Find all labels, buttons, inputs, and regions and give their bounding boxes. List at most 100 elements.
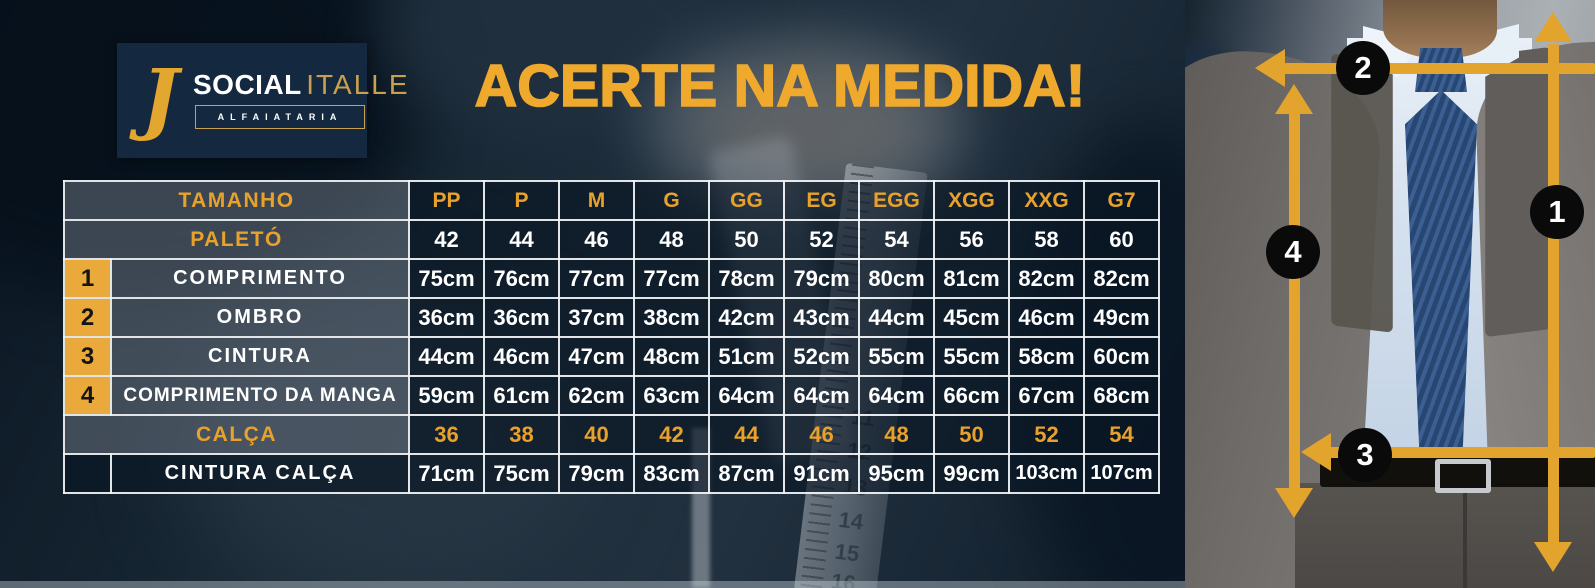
measure-cell: 99cm [933, 453, 1011, 494]
size-col-header: XXG [1008, 180, 1086, 221]
brand-logo: J SOCIAL ITALLE ALFAIATARIA [117, 43, 408, 158]
measure-cell: 79cm [558, 453, 636, 494]
sleeve-arrow-line [1289, 112, 1300, 490]
size-col-header: M [558, 180, 636, 221]
size-col-header: EGG [858, 180, 936, 221]
arrow-left-icon [1255, 49, 1285, 87]
brand-name: SOCIAL ITALLE [193, 69, 410, 101]
measure-cell: 61cm [483, 375, 561, 416]
size-cell: 40 [558, 414, 636, 455]
model-belt-buckle [1435, 459, 1491, 493]
row-label: COMPRIMENTO [109, 258, 411, 299]
size-cell: 46 [558, 219, 636, 260]
measure-cell: 59cm [408, 375, 486, 416]
measurement-marker-1: 1 [1530, 185, 1584, 239]
size-cell: 46 [783, 414, 861, 455]
measure-cell: 51cm [708, 336, 786, 377]
logo-monogram-icon: J [141, 53, 179, 144]
column-header-tamanho: TAMANHO [62, 180, 411, 221]
measure-cell: 77cm [633, 258, 711, 299]
size-cell: 54 [858, 219, 936, 260]
measure-cell: 37cm [558, 297, 636, 338]
measure-cell: 43cm [783, 297, 861, 338]
measure-cell: 63cm [633, 375, 711, 416]
bottom-highlight-strip [0, 581, 1268, 588]
measurement-marker-3: 3 [1338, 428, 1392, 482]
measure-cell: 64cm [783, 375, 861, 416]
measurement-marker-4: 4 [1266, 225, 1320, 279]
measure-cell: 75cm [408, 258, 486, 299]
measure-cell: 55cm [858, 336, 936, 377]
measure-cell: 44cm [858, 297, 936, 338]
measure-cell: 107cm [1083, 453, 1161, 494]
measure-cell: 95cm [858, 453, 936, 494]
size-table: TAMANHO PP P M G GG EG EGG XGG XXG G7 PA… [62, 180, 1161, 494]
table-row-cintura: 3 CINTURA 44cm 46cm 47cm 48cm 51cm 52cm … [63, 336, 1161, 377]
measure-cell: 67cm [1008, 375, 1086, 416]
size-cell: 50 [933, 414, 1011, 455]
row-label: CINTURA CALÇA [109, 453, 411, 494]
size-col-header: EG [783, 180, 861, 221]
measure-cell: 64cm [708, 375, 786, 416]
measure-cell: 42cm [708, 297, 786, 338]
size-cell: 54 [1083, 414, 1161, 455]
measure-cell: 82cm [1083, 258, 1161, 299]
size-cell: 48 [633, 219, 711, 260]
measure-cell: 66cm [933, 375, 1011, 416]
size-col-header: G [633, 180, 711, 221]
row-label: OMBRO [109, 297, 411, 338]
row-label: CINTURA [109, 336, 411, 377]
shoulder-arrow-line [1284, 63, 1595, 74]
size-col-header: PP [408, 180, 486, 221]
measure-cell: 78cm [708, 258, 786, 299]
size-cell: 44 [708, 414, 786, 455]
waist-arrow-line [1330, 447, 1595, 458]
size-cell: 52 [1008, 414, 1086, 455]
measure-cell: 81cm [933, 258, 1011, 299]
measure-cell: 71cm [408, 453, 486, 494]
model-trousers-seam [1463, 490, 1467, 588]
measure-cell: 36cm [408, 297, 486, 338]
measure-cell: 58cm [1008, 336, 1086, 377]
row-header-calca: CALÇA [62, 414, 411, 455]
row-label: COMPRIMENTO DA MANGA [109, 375, 411, 416]
measure-cell: 79cm [783, 258, 861, 299]
brand-name-primary: SOCIAL [193, 69, 302, 100]
measure-cell: 62cm [558, 375, 636, 416]
row-number-badge: 3 [63, 336, 112, 377]
size-cell: 42 [408, 219, 486, 260]
size-cell: 56 [933, 219, 1011, 260]
size-cell: 50 [708, 219, 786, 260]
table-row-cintura-calca: CINTURA CALÇA 71cm 75cm 79cm 83cm 87cm 9… [63, 453, 1161, 494]
ruler-number: 15 [833, 538, 861, 567]
measure-cell: 77cm [558, 258, 636, 299]
measure-cell: 76cm [483, 258, 561, 299]
size-cell: 58 [1008, 219, 1086, 260]
brand-tagline: ALFAIATARIA [195, 105, 365, 129]
size-cell: 60 [1083, 219, 1161, 260]
measure-cell: 46cm [483, 336, 561, 377]
measurement-marker-2: 2 [1336, 41, 1390, 95]
tailor-hands-blur [690, 70, 930, 190]
table-row-calca: CALÇA 36 38 40 42 44 46 48 50 52 54 [62, 414, 1161, 455]
row-number-badge: 2 [63, 297, 112, 338]
table-row-sizes: TAMANHO PP P M G GG EG EGG XGG XXG G7 [62, 180, 1161, 221]
measure-cell: 47cm [558, 336, 636, 377]
measure-cell: 48cm [633, 336, 711, 377]
page-title: ACERTE NA MEDIDA! [474, 52, 1086, 120]
measure-cell: 68cm [1083, 375, 1161, 416]
size-cell: 52 [783, 219, 861, 260]
empty-cell [63, 453, 112, 494]
size-cell: 44 [483, 219, 561, 260]
table-row-comprimento: 1 COMPRIMENTO 75cm 76cm 77cm 77cm 78cm 7… [63, 258, 1161, 299]
measure-cell: 60cm [1083, 336, 1161, 377]
measure-cell: 75cm [483, 453, 561, 494]
size-cell: 36 [408, 414, 486, 455]
measure-cell: 80cm [858, 258, 936, 299]
table-row-ombro: 2 OMBRO 36cm 36cm 37cm 38cm 42cm 43cm 44… [63, 297, 1161, 338]
size-col-header: G7 [1083, 180, 1161, 221]
arrow-down-icon [1275, 488, 1313, 518]
measure-cell: 91cm [783, 453, 861, 494]
brand-name-secondary: ITALLE [306, 69, 410, 100]
